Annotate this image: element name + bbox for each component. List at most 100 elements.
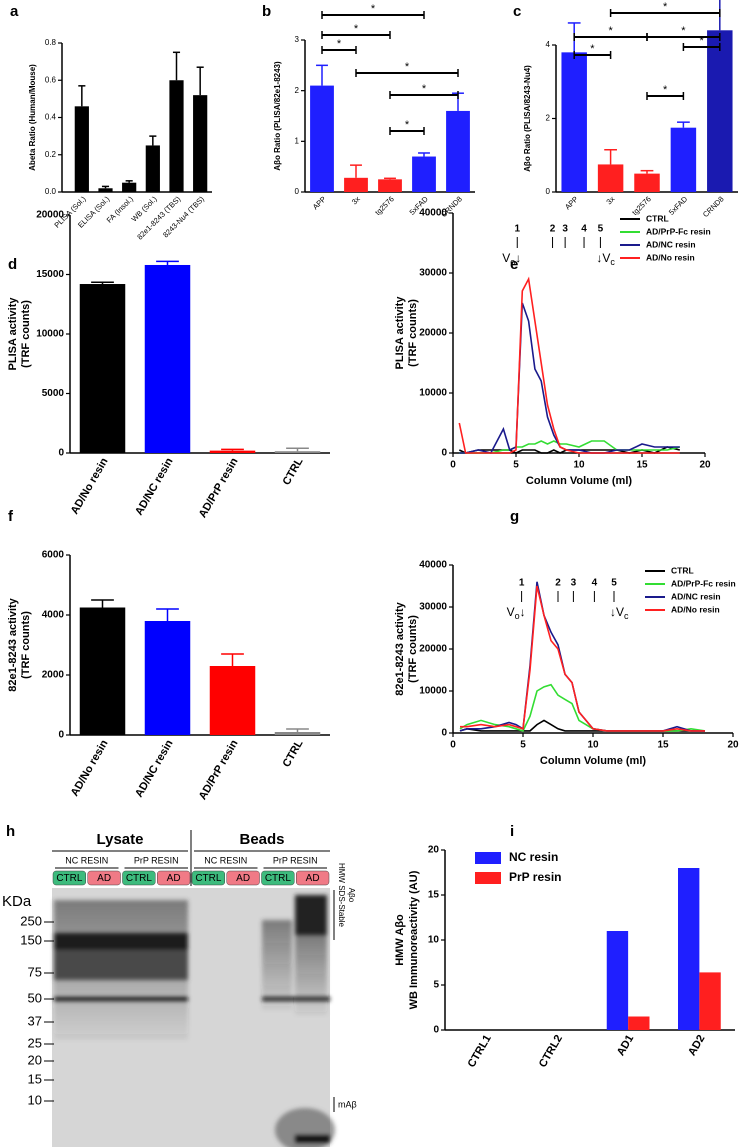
error-bar bbox=[196, 66, 204, 96]
legend-label: AD/No resin bbox=[671, 604, 720, 614]
y-axis-label: (TRF counts) bbox=[20, 300, 32, 368]
error-bar bbox=[91, 599, 114, 608]
x-tick-label: 5 bbox=[520, 740, 526, 751]
panel-letter: c bbox=[513, 3, 521, 20]
resin-label: NC RESIN bbox=[204, 855, 247, 865]
y-tick-label: 10000 bbox=[36, 329, 64, 340]
bar bbox=[79, 284, 126, 453]
y-tick-label: 4000 bbox=[42, 610, 65, 621]
legend-swatch bbox=[475, 872, 501, 884]
error-bar bbox=[677, 121, 690, 128]
y-tick-label: 5000 bbox=[42, 388, 65, 399]
error-bar bbox=[350, 164, 362, 178]
series-line bbox=[459, 683, 706, 732]
fraction-label: 4 bbox=[592, 578, 598, 589]
x-axis-label: Column Volume (ml) bbox=[540, 755, 646, 767]
significance-label: * bbox=[590, 43, 595, 55]
ladder-label: 15 bbox=[28, 1071, 42, 1086]
lane-label: CTRL bbox=[126, 873, 153, 884]
bar bbox=[274, 451, 321, 453]
bar bbox=[310, 85, 334, 192]
error-bar bbox=[221, 448, 244, 451]
fraction-label: 3 bbox=[562, 224, 568, 235]
fraction-label: 4 bbox=[581, 224, 587, 235]
y-tick-label: 0 bbox=[295, 187, 300, 196]
fraction-label: 5 bbox=[611, 578, 617, 589]
error-bar bbox=[101, 185, 110, 189]
series-line bbox=[459, 440, 680, 454]
error-bar bbox=[91, 281, 114, 285]
y-tick-label: 0.2 bbox=[45, 150, 57, 159]
resin-label: PrP RESIN bbox=[273, 855, 318, 865]
bar bbox=[634, 173, 660, 192]
x-tick-label: AD/No resin bbox=[69, 456, 111, 517]
x-tick-label: 5 bbox=[513, 460, 519, 471]
y-tick-label: 0.6 bbox=[45, 75, 57, 84]
y-tick-label: 0.4 bbox=[45, 113, 57, 122]
band-10 bbox=[295, 1135, 330, 1143]
significance-label: * bbox=[681, 25, 686, 37]
x-tick-label: 0 bbox=[450, 740, 456, 751]
ladder-label: 25 bbox=[28, 1035, 42, 1050]
bar bbox=[678, 868, 700, 1030]
y-tick-label: 10000 bbox=[419, 388, 447, 399]
x-tick-label: AD/NC resin bbox=[133, 738, 176, 800]
x-tick-label: AD/PrP resin bbox=[197, 738, 241, 802]
bar bbox=[193, 95, 208, 192]
lane-label: CTRL bbox=[56, 873, 83, 884]
y-axis-label: Aβo Ratio (PLISA/82e1-8243) bbox=[273, 61, 282, 171]
bar bbox=[597, 164, 624, 192]
lane-chip bbox=[87, 870, 121, 886]
y-tick-label: 15000 bbox=[36, 269, 64, 280]
bar bbox=[670, 127, 697, 192]
legend-swatch bbox=[475, 852, 501, 864]
ladder-label: 250 bbox=[20, 913, 42, 928]
x-tick-label: AD1 bbox=[615, 1033, 636, 1058]
y-tick-label: 6000 bbox=[42, 550, 65, 561]
error-bar bbox=[384, 177, 396, 180]
lane-chip bbox=[157, 870, 191, 886]
legend-label: AD/NC resin bbox=[646, 239, 696, 249]
significance-label: * bbox=[608, 25, 613, 37]
x-tick-label: CTRL bbox=[281, 456, 306, 488]
error-bar bbox=[125, 180, 133, 183]
lane-chip bbox=[261, 870, 295, 886]
error-bar bbox=[286, 728, 309, 732]
y-tick-label: 30000 bbox=[419, 602, 447, 613]
y-tick-label: 0.0 bbox=[45, 187, 57, 196]
x-tick-label: 20 bbox=[727, 740, 739, 751]
error-bar bbox=[286, 447, 309, 452]
y-axis-label: WB Immunoreactivity (AU) bbox=[408, 870, 420, 1009]
legend-label: AD/NC resin bbox=[671, 591, 721, 601]
band-75 bbox=[54, 950, 188, 980]
bar bbox=[144, 621, 191, 735]
fraction-label: 3 bbox=[571, 578, 577, 589]
beads-hmw bbox=[295, 895, 327, 935]
lane-chip bbox=[191, 870, 225, 886]
bar bbox=[274, 732, 321, 735]
y-tick-label: 40000 bbox=[419, 208, 447, 219]
significance-label: * bbox=[337, 38, 342, 50]
series-line bbox=[459, 581, 705, 732]
resin-label: NC RESIN bbox=[65, 855, 108, 865]
x-tick-label: CTRL bbox=[281, 738, 306, 770]
x-tick-label: 20 bbox=[699, 460, 711, 471]
y-tick-label: 5 bbox=[433, 980, 439, 991]
x-tick-label: AD2 bbox=[686, 1033, 707, 1058]
bar bbox=[74, 106, 89, 192]
y-tick-label: 15 bbox=[428, 890, 440, 901]
significance-label: * bbox=[663, 1, 668, 13]
x-tick-label: APP bbox=[563, 194, 580, 211]
volume-label: V bbox=[616, 605, 624, 619]
bar bbox=[209, 666, 256, 735]
panel-letter: e bbox=[510, 256, 518, 273]
hmw-label: HMW SDS-Stable bbox=[337, 863, 346, 928]
bar bbox=[561, 52, 587, 192]
ladder-label: 50 bbox=[28, 990, 42, 1005]
y-tick-label: 0 bbox=[58, 448, 64, 459]
significance-label: * bbox=[371, 3, 376, 15]
bar bbox=[344, 177, 368, 192]
y-tick-label: 0 bbox=[441, 448, 447, 459]
lane-label: AD bbox=[97, 873, 111, 884]
